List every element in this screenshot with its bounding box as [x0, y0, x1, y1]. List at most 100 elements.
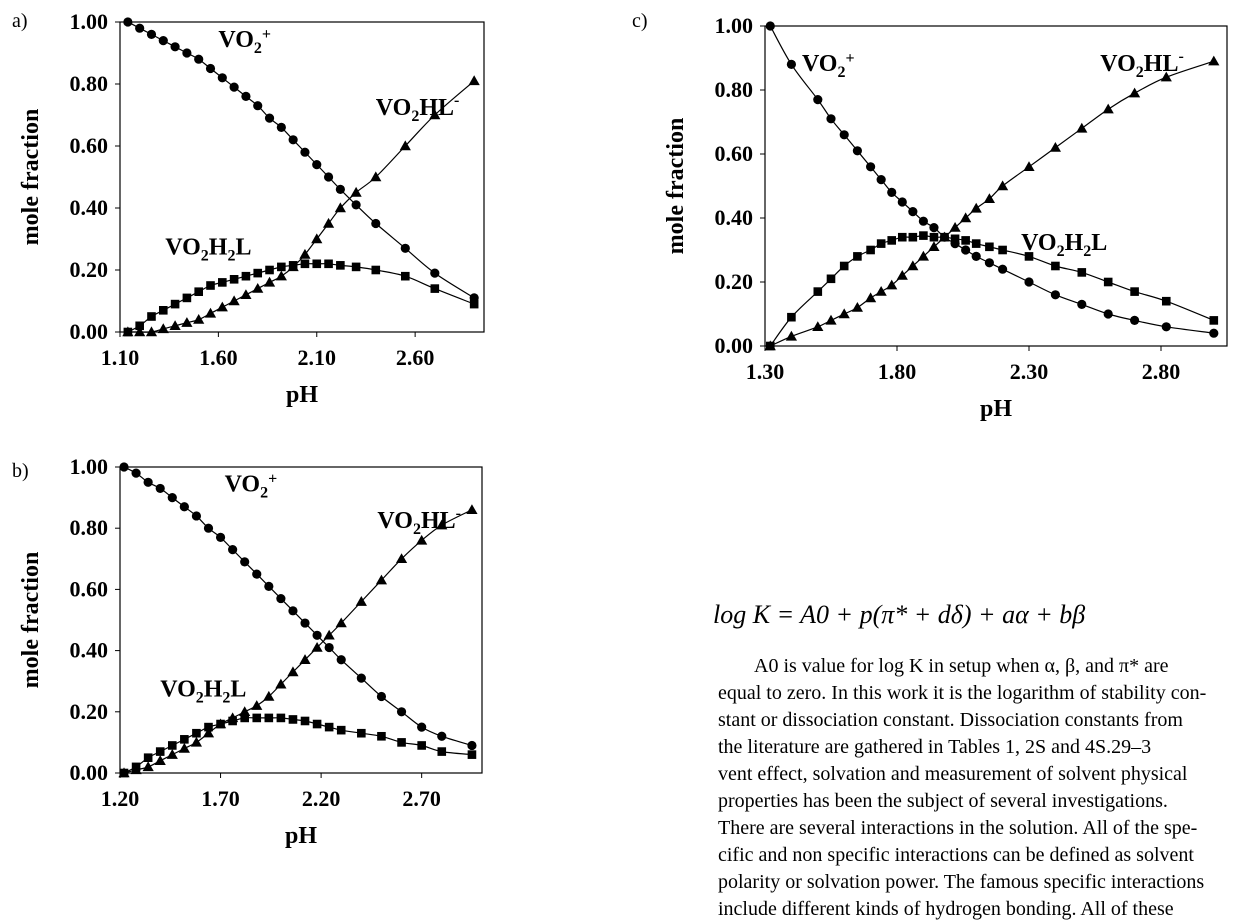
data-point-square: [155, 747, 165, 756]
data-point-circle: [1077, 299, 1087, 309]
data-point-triangle: [334, 202, 346, 213]
data-point-square: [357, 728, 366, 738]
data-point-circle: [194, 54, 204, 64]
data-point-triangle: [350, 186, 362, 197]
species-label-part: VO: [1100, 51, 1136, 77]
data-point-circle: [146, 29, 157, 39]
species-label-part: VO: [376, 95, 412, 121]
data-point-triangle: [311, 641, 323, 652]
data-point-circle: [288, 135, 298, 145]
data-point-circle: [1050, 290, 1060, 300]
data-point-circle: [276, 593, 286, 604]
data-point-circle: [264, 581, 274, 591]
data-point-triangle: [1076, 122, 1088, 133]
x-tick-label: 1.80: [878, 359, 917, 384]
data-point-square: [229, 275, 239, 284]
text-line: cific and non specific interactions can …: [718, 844, 1194, 866]
data-point-circle: [300, 147, 310, 157]
data-point-triangle: [865, 292, 877, 303]
data-point-circle: [929, 223, 939, 233]
species-label-part: H: [209, 235, 228, 261]
species-label-part: 2: [411, 108, 419, 125]
text-line: stant or dissociation constant. Dissocia…: [718, 709, 1183, 731]
data-point-circle: [182, 48, 192, 58]
data-point-circle: [876, 175, 886, 185]
data-point-circle: [839, 130, 849, 140]
data-point-circle: [203, 523, 214, 533]
data-point-circle: [119, 462, 129, 472]
y-tick-label: 0.60: [70, 133, 109, 158]
species-label: VO2HL-: [376, 92, 460, 125]
data-point-circle: [887, 187, 897, 197]
data-point-square: [950, 234, 960, 244]
y-axis-label: mole fraction: [663, 118, 689, 255]
data-point-triangle: [202, 727, 215, 738]
data-point-square: [194, 287, 204, 296]
data-point-square: [839, 261, 849, 271]
species-label-part: VO: [160, 677, 196, 703]
data-point-triangle: [239, 706, 251, 716]
data-point-circle: [167, 493, 177, 503]
data-point-circle: [897, 197, 907, 207]
data-point-square: [300, 259, 310, 269]
data-point-square: [265, 265, 274, 275]
data-point-triangle: [399, 140, 411, 151]
data-point-square: [467, 750, 477, 759]
series-line: [123, 509, 473, 774]
data-point-triangle: [275, 270, 287, 281]
data-point-circle: [170, 42, 180, 52]
data-point-circle: [123, 17, 133, 27]
data-point-square: [192, 728, 201, 738]
data-point-square: [469, 299, 479, 309]
data-point-triangle: [785, 330, 797, 341]
data-point-square: [276, 713, 286, 723]
data-point-square: [170, 299, 180, 309]
data-point-triangle: [468, 75, 480, 86]
text-line: polarity or solvation power. The famous …: [718, 871, 1205, 893]
data-point-triangle: [875, 286, 887, 296]
data-point-triangle: [122, 326, 134, 337]
data-point-triangle: [181, 317, 193, 327]
data-point-square: [1077, 268, 1087, 277]
series-line: [127, 263, 475, 333]
data-point-square: [971, 239, 981, 248]
data-point-triangle: [227, 712, 239, 723]
data-point-square: [241, 271, 251, 281]
data-point-circle: [826, 114, 836, 124]
data-point-circle: [288, 606, 298, 616]
data-point-circle: [1103, 309, 1113, 319]
data-point-circle: [356, 673, 366, 683]
species-label-part: -: [456, 505, 461, 522]
data-point-triangle: [436, 519, 448, 530]
species-label-part: L: [235, 235, 251, 261]
x-tick-label: 2.10: [298, 345, 337, 370]
data-point-triangle: [275, 678, 287, 689]
data-point-square: [876, 239, 886, 248]
data-point-square: [312, 719, 322, 729]
species-label-part: 2: [1083, 243, 1091, 260]
data-point-circle: [351, 200, 361, 210]
data-point-square: [264, 713, 274, 723]
species-label-part: +: [262, 26, 271, 43]
data-point-triangle: [142, 761, 154, 772]
data-point-triangle: [287, 261, 299, 272]
y-tick-label: 0.40: [70, 195, 109, 220]
x-tick-label: 1.20: [101, 786, 140, 811]
data-point-triangle: [395, 553, 408, 563]
data-point-square: [300, 716, 310, 726]
data-point-triangle: [154, 755, 166, 765]
data-point-circle: [961, 245, 971, 255]
species-label: VO2+: [225, 470, 278, 501]
data-point-circle: [312, 160, 322, 170]
data-point-square: [206, 281, 215, 290]
data-point-triangle: [825, 314, 837, 325]
y-tick-label: 0.60: [715, 141, 754, 166]
species-label-part: VO: [1021, 230, 1057, 256]
species-label-part: -: [454, 92, 459, 109]
panel-label-c: c): [632, 10, 648, 32]
data-point-triangle: [252, 283, 264, 293]
species-label-part: 2: [837, 64, 845, 81]
data-point-circle: [131, 468, 141, 478]
data-point-triangle: [263, 276, 276, 287]
text-line: include different kinds of hydrogen bond…: [718, 898, 1174, 920]
